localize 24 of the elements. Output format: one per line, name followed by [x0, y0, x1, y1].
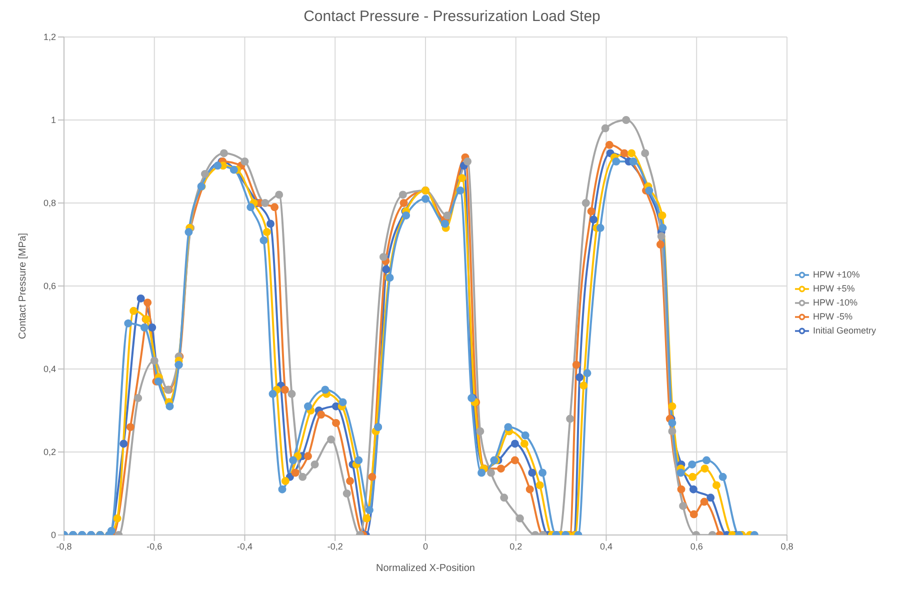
x-tick-label: 0,4	[600, 541, 612, 552]
x-tick-label: -0,4	[236, 541, 252, 552]
x-tick-label: 0,8	[780, 541, 794, 552]
x-tick-label: 0,2	[510, 541, 522, 552]
y-tick-label: 0,8	[43, 198, 56, 208]
legend-label: HPW -10%	[812, 297, 858, 308]
y-tick-label: 1,2	[43, 32, 56, 42]
y-tick-label: 0,4	[43, 364, 56, 374]
x-tick-label: -0,2	[327, 541, 343, 552]
x-tick-label: -0,6	[146, 541, 162, 552]
legend-label: Initial Geometry	[812, 325, 876, 336]
y-tick-label: 0	[50, 530, 56, 540]
y-tick-label: 0,2	[43, 447, 56, 458]
legend-label: HPW -5%	[812, 311, 852, 322]
x-tick-label: -0,8	[56, 541, 72, 552]
legend-label: HPW +5%	[812, 283, 855, 294]
x-tick-label: 0	[422, 541, 428, 552]
x-axis-title: Normalized X-Position	[376, 563, 475, 574]
x-tick-label: 0,6	[690, 541, 703, 552]
y-tick-label: 1	[50, 115, 56, 126]
legend-label: HPW +10%	[812, 269, 860, 280]
y-axis-title: Contact Pressure [MPa]	[18, 232, 29, 340]
y-tick-label: 0,6	[43, 281, 56, 292]
chart-title: Contact Pressure - Pressurization Load Step	[302, 8, 602, 25]
